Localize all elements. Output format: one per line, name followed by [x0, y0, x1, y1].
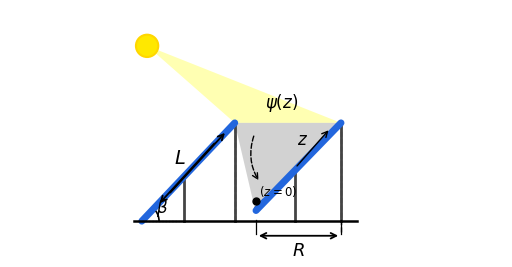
Text: $(z{=}0)$: $(z{=}0)$ — [259, 184, 297, 199]
Text: $R$: $R$ — [292, 242, 305, 260]
Polygon shape — [147, 46, 341, 123]
Text: $L$: $L$ — [175, 149, 186, 168]
Circle shape — [136, 35, 158, 57]
Polygon shape — [234, 123, 341, 208]
Text: $\beta$: $\beta$ — [156, 197, 168, 219]
Text: $\psi(z)$: $\psi(z)$ — [265, 92, 298, 114]
Text: $z$: $z$ — [297, 131, 308, 149]
